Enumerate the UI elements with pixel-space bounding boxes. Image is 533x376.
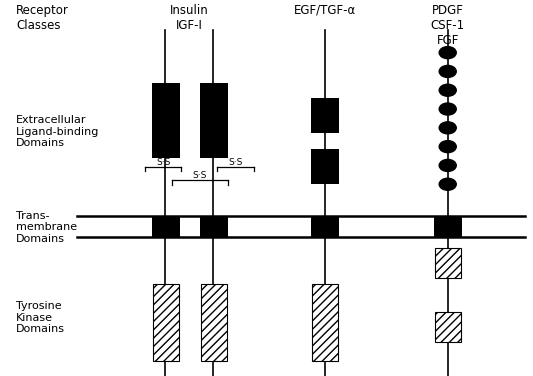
Bar [435, 312, 461, 342]
Bar [434, 216, 462, 237]
Circle shape [439, 122, 456, 134]
Text: S·S: S·S [156, 158, 170, 167]
Text: Trans-
membrane
Domains: Trans- membrane Domains [16, 211, 77, 244]
Bar [312, 284, 338, 361]
Bar [311, 216, 339, 237]
Circle shape [439, 65, 456, 77]
Bar [200, 83, 228, 158]
Circle shape [439, 84, 456, 96]
Circle shape [439, 103, 456, 115]
Circle shape [439, 47, 456, 59]
Text: EGF/TGF-α: EGF/TGF-α [294, 4, 356, 17]
Text: S·S: S·S [193, 171, 207, 180]
Circle shape [439, 159, 456, 171]
Bar [311, 149, 339, 184]
Text: Extracellular
Ligand-binding
Domains: Extracellular Ligand-binding Domains [16, 115, 99, 148]
Bar [152, 216, 180, 237]
Bar [311, 98, 339, 133]
Text: Insulin
IGF-I: Insulin IGF-I [170, 4, 208, 32]
Text: PDGF
CSF-1
FGF: PDGF CSF-1 FGF [431, 4, 465, 47]
Text: Tyrosine
Kinase
Domains: Tyrosine Kinase Domains [16, 301, 65, 334]
Bar [201, 284, 227, 361]
Text: Receptor
Classes: Receptor Classes [16, 4, 69, 32]
Bar [200, 216, 228, 237]
Bar [435, 248, 461, 278]
Circle shape [439, 141, 456, 153]
Text: S·S: S·S [229, 158, 243, 167]
Bar [152, 83, 180, 158]
Circle shape [439, 178, 456, 190]
Bar [153, 284, 179, 361]
